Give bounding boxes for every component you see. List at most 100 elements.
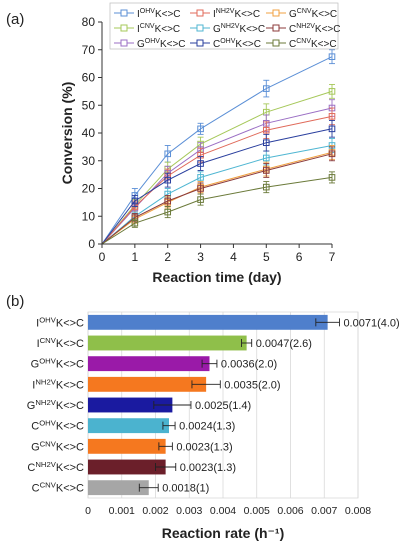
data-point xyxy=(262,167,270,174)
data-label: 0.0023(1.3) xyxy=(180,462,236,474)
legend-item: IOHVK<>C xyxy=(114,8,181,20)
data-point xyxy=(328,125,336,133)
series-3 xyxy=(101,107,336,245)
x-axis-label-a: Reaction time (day) xyxy=(152,269,281,285)
series-line xyxy=(101,115,333,245)
bar xyxy=(88,438,166,454)
series-5 xyxy=(101,120,336,245)
legend-marker xyxy=(272,24,280,32)
data-point xyxy=(262,85,270,92)
legend-marker xyxy=(120,24,128,32)
y-tick-label-a: 20 xyxy=(82,182,96,196)
legend-label: ICNVK<>C xyxy=(137,23,180,35)
legend-marker xyxy=(196,24,204,32)
legend-item: GOHVK<>C xyxy=(114,38,186,50)
y-tick-label-a: 60 xyxy=(82,71,96,85)
x-tick-label-b: 0 xyxy=(85,505,91,517)
series-8 xyxy=(101,171,336,245)
x-tick-label-a: 5 xyxy=(263,250,270,264)
legend-label: COHVK<>C xyxy=(213,38,261,50)
legend-marker xyxy=(196,9,204,17)
data-point xyxy=(262,126,270,134)
data-point xyxy=(197,196,204,203)
legend-label: GCNVK<>C xyxy=(289,8,337,20)
bar-item: 0.0025(1.4) xyxy=(88,397,251,413)
legend-marker xyxy=(272,39,280,47)
bar xyxy=(88,356,210,372)
series-line xyxy=(101,107,333,245)
y-tick-label-a: 70 xyxy=(82,43,96,57)
legend-label: CCNVK<>C xyxy=(289,38,337,50)
bar xyxy=(88,397,173,413)
legend-label: GOHVK<>C xyxy=(137,38,186,50)
data-label: 0.0018(1) xyxy=(162,483,209,495)
bar xyxy=(88,459,166,475)
y-tick-label-a: 30 xyxy=(82,154,96,168)
data-point xyxy=(262,139,270,147)
bar-item: 0.0023(1.3) xyxy=(88,438,233,454)
legend-marker xyxy=(196,39,204,47)
bar xyxy=(88,314,328,330)
legend-item: CCNVK<>C xyxy=(266,38,337,50)
x-tick-label-a: 7 xyxy=(329,250,336,264)
data-label: 0.0024(1.3) xyxy=(179,421,235,433)
x-tick-label-b: 0.003 xyxy=(176,505,202,517)
x-tick-label-a: 6 xyxy=(296,250,303,264)
line-series-group xyxy=(101,49,336,245)
data-point xyxy=(197,174,204,181)
bar-item: 0.0047(2.6) xyxy=(88,335,312,351)
x-tick-label-b: 0.008 xyxy=(345,505,371,517)
category-label: GCNVK<>C xyxy=(31,439,84,453)
category-label: INH2VK<>C xyxy=(32,377,84,391)
data-point xyxy=(328,174,336,181)
bar-item: 0.0035(2.0) xyxy=(88,376,281,392)
bar xyxy=(88,418,169,434)
data-label: 0.0071(4.0) xyxy=(343,317,399,329)
category-label: IOHVK<>C xyxy=(36,315,84,329)
bar xyxy=(88,335,247,351)
category-label: GNH2VK<>C xyxy=(27,398,84,412)
category-label: ICNVK<>C xyxy=(37,336,84,350)
data-point xyxy=(164,176,172,184)
legend-item: ICNVK<>C xyxy=(114,23,180,35)
data-point xyxy=(131,219,139,227)
bar xyxy=(88,480,149,496)
x-ticks-b: 0 0.001 0.002 0.003 0.004 0.005 0.006 0.007 0.00… xyxy=(85,505,371,517)
data-label: 0.0035(2.0) xyxy=(224,379,280,391)
legend-a: IOHVK<>C ICNVK<>C GOHVK<>C INH2VK<>C GNH2VK<… xyxy=(109,2,341,50)
data-point xyxy=(164,150,172,158)
x-tick-label-a: 4 xyxy=(230,250,237,264)
data-point xyxy=(328,113,336,120)
data-point xyxy=(197,160,204,167)
category-label: CNH2VK<>C xyxy=(27,460,84,474)
data-label: 0.0023(1.3) xyxy=(176,441,232,453)
legend-label: INH2VK<>C xyxy=(213,8,260,20)
legend-marker xyxy=(272,9,280,17)
y-tick-label-a: 10 xyxy=(82,209,96,223)
data-point xyxy=(131,197,139,205)
data-point xyxy=(262,154,270,162)
category-label: CCNVK<>C xyxy=(32,481,84,495)
bar-item: 0.0036(2.0) xyxy=(88,356,277,372)
data-point xyxy=(197,185,204,192)
y-tick-label-a: 80 xyxy=(82,15,96,29)
y-tick-label-a: 0 xyxy=(88,237,95,251)
legend-item: COHVK<>C xyxy=(190,38,261,50)
series-line xyxy=(101,56,333,245)
legend-label: CNH2VK<>C xyxy=(289,23,341,35)
data-point xyxy=(164,208,172,216)
x-tick-label-b: 0.006 xyxy=(277,505,303,517)
data-point xyxy=(164,197,172,205)
data-point xyxy=(262,183,270,191)
category-label: GOHVK<>C xyxy=(31,357,84,371)
bar-item: 0.0024(1.3) xyxy=(88,418,235,434)
x-tick-label-a: 0 xyxy=(99,250,106,264)
x-axis-label-b: Reaction rate (h⁻¹) xyxy=(162,525,285,541)
data-point xyxy=(328,53,336,60)
y-tick-label-a: 40 xyxy=(82,126,96,140)
y-axis-label-a: Conversion (%) xyxy=(59,82,75,185)
series-line xyxy=(101,145,333,245)
